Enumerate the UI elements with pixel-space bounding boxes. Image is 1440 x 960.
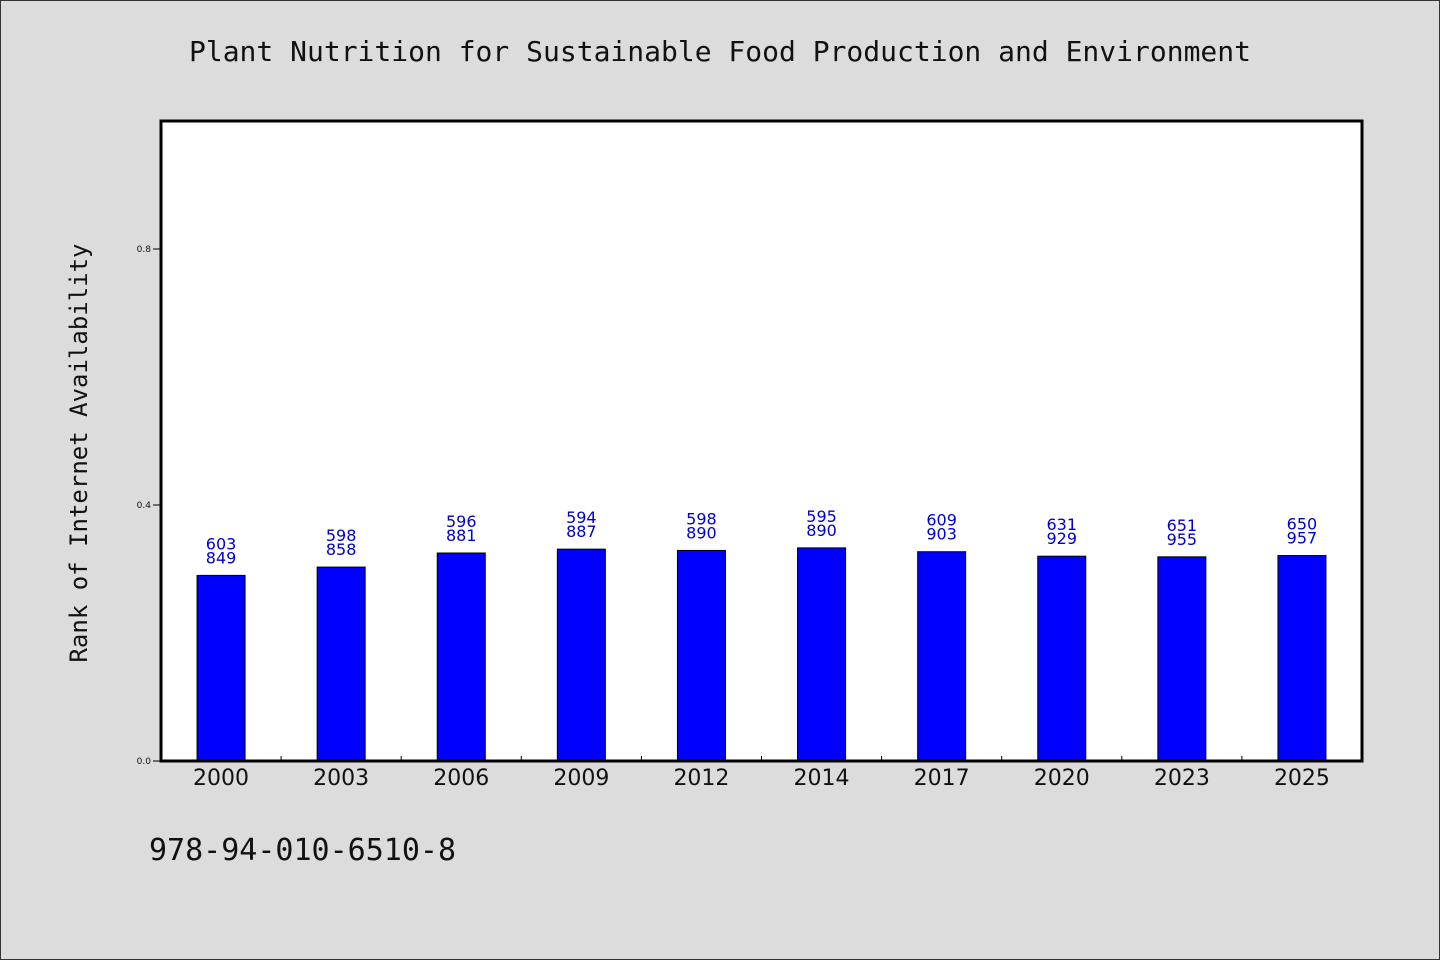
bar (676, 549, 726, 762)
bar-data-label: 609 (926, 511, 957, 530)
bar-data-label: 955 (1167, 530, 1198, 549)
bar-data-label: 890 (686, 523, 717, 542)
bar (917, 551, 967, 762)
bar (1037, 555, 1087, 762)
x-tick-label: 2006 (433, 766, 489, 791)
bar-data-label: 631 (1046, 515, 1077, 534)
x-tick-label: 2023 (1154, 766, 1210, 791)
bar-data-label: 929 (1046, 529, 1077, 548)
chart-title: Plant Nutrition for Sustainable Food Pro… (188, 35, 1252, 68)
x-tick-label: 2003 (313, 766, 369, 791)
bar (1277, 555, 1327, 762)
x-tick-label: 2009 (553, 766, 609, 791)
bar-data-label: 650 (1287, 515, 1318, 534)
bar-data-label: 849 (206, 548, 237, 567)
bar-data-label: 595 (806, 507, 837, 526)
bar (797, 547, 847, 762)
y-tick-label: 0.0 (137, 757, 152, 767)
plot-frame (159, 119, 1364, 763)
bar-data-label: 596 (446, 512, 477, 531)
bar-data-label: 603 (206, 534, 237, 553)
bar-data-label: 890 (806, 521, 837, 540)
y-tick-label: 0.4 (137, 501, 152, 511)
bar (196, 574, 246, 762)
bar (556, 548, 606, 762)
bar-data-label: 598 (326, 526, 357, 545)
isbn-footer: 978-94-010-6510-8 (149, 833, 457, 868)
x-tick-label: 2012 (673, 766, 729, 791)
bar (1157, 556, 1207, 762)
bar-data-label: 858 (326, 540, 357, 559)
x-tick-label: 2020 (1034, 766, 1090, 791)
bar (436, 552, 486, 762)
bar-data-label: 651 (1167, 516, 1198, 535)
bar-data-label: 903 (926, 525, 957, 544)
x-tick-label: 2025 (1274, 766, 1330, 791)
x-tick-label: 2014 (794, 766, 850, 791)
y-tick-label: 0.8 (137, 245, 152, 255)
bar-data-label: 887 (566, 522, 597, 541)
bar-data-label: 881 (446, 526, 477, 545)
bar-data-label: 598 (686, 509, 717, 528)
x-tick-label: 2000 (193, 766, 249, 791)
bar-data-label: 957 (1287, 529, 1318, 548)
bar-data-label: 594 (566, 508, 597, 527)
x-tick-label: 2017 (914, 766, 970, 791)
bar (316, 566, 366, 762)
